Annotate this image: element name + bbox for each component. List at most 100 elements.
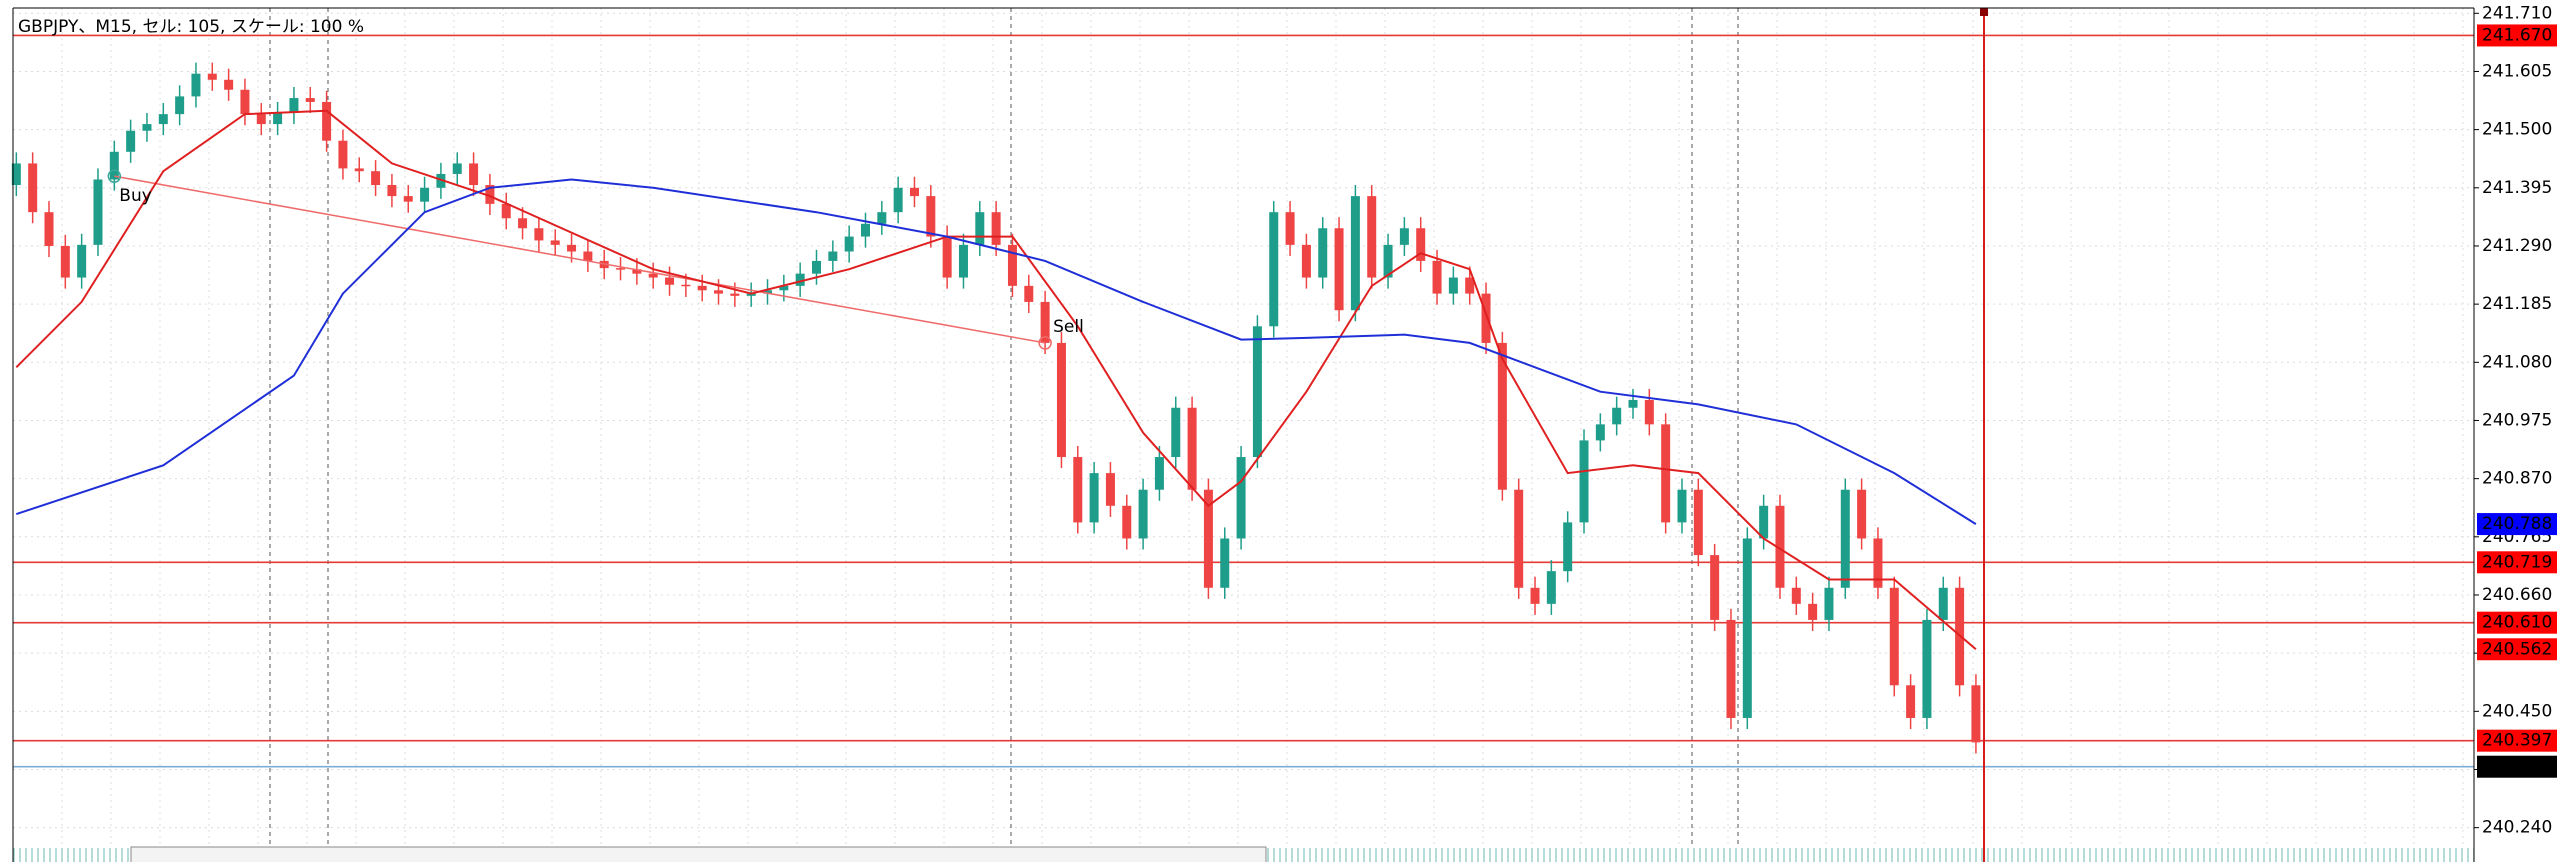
candle-body: [501, 203, 511, 219]
candle-body: [648, 273, 658, 278]
candle-body: [1171, 407, 1181, 458]
candle-body: [403, 196, 413, 202]
candle-body: [1661, 424, 1671, 523]
candle-body: [1269, 212, 1279, 327]
y-tick-label: 240.240: [2482, 818, 2552, 838]
candle-body: [1399, 228, 1409, 245]
moving-average: [15, 109, 1977, 651]
signal-label: Buy: [119, 186, 152, 206]
candle-body: [1481, 293, 1491, 343]
y-tick-label: 240.870: [2482, 469, 2552, 489]
candle-body: [436, 173, 446, 188]
candle-body: [1808, 603, 1818, 620]
level-price-label: 240.610: [2482, 613, 2552, 633]
candle-body: [387, 185, 397, 197]
candle-body: [420, 187, 430, 202]
level-price-label-box: [2477, 611, 2557, 634]
candle-body: [354, 168, 364, 172]
candle-body: [1187, 407, 1197, 490]
signal-label: Sell: [1053, 317, 1084, 337]
candle-body: [1252, 326, 1262, 458]
candle-body: [534, 228, 544, 241]
candle-body: [1514, 489, 1524, 588]
candle-body: [567, 244, 577, 252]
candle-body: [1285, 212, 1295, 245]
session-lines: [269, 8, 1739, 848]
candle-body: [224, 79, 234, 90]
level-price-label-box: [2477, 551, 2557, 574]
candle-body: [1628, 399, 1638, 408]
candle-body: [1824, 587, 1834, 620]
trend-line: [114, 175, 1046, 344]
candle-body: [1677, 489, 1687, 523]
candle-body: [942, 236, 952, 278]
candle-body: [958, 244, 968, 278]
candle-body: [1220, 538, 1230, 588]
candle-body: [1644, 399, 1654, 425]
candle-body: [1367, 196, 1377, 278]
signal-marker: [107, 169, 122, 183]
candle-body: [11, 163, 21, 186]
candle-body: [1710, 555, 1720, 620]
grid-layer: [13, 8, 2474, 848]
level-price-label: 240.719: [2482, 552, 2552, 572]
candle-body: [60, 245, 70, 278]
candle-body: [240, 89, 250, 115]
candle-body: [616, 268, 626, 270]
candle-body: [1726, 619, 1736, 718]
candle-body: [1693, 489, 1703, 556]
candle-body: [142, 124, 152, 131]
signal-marker: [1038, 336, 1052, 350]
candle-body: [1350, 196, 1360, 311]
candle-body: [109, 151, 119, 180]
candle-body: [1873, 538, 1883, 588]
candle-body: [1432, 260, 1442, 294]
ma-price-label: 240.562: [2482, 639, 2552, 659]
chart-title: GBPJPY、M15, セル: 105, スケール: 100 %: [18, 17, 364, 37]
candle-body: [485, 185, 495, 204]
candle-body: [1089, 473, 1099, 523]
candle-body: [632, 269, 642, 274]
level-price-label-box: [2477, 729, 2557, 752]
candle-body: [1040, 301, 1050, 343]
ma-price-label-box: [2477, 638, 2557, 661]
candle-body: [322, 101, 332, 141]
scrollbar[interactable]: [130, 846, 1267, 862]
candle-body: [289, 98, 299, 114]
candle-body: [763, 290, 773, 294]
candle-body: [1073, 457, 1083, 523]
candle-body: [812, 260, 821, 274]
candle-body: [469, 163, 479, 186]
candle-body: [681, 284, 691, 287]
candle-body: [1759, 505, 1769, 539]
candle-body: [909, 187, 919, 197]
candle-body: [714, 290, 724, 294]
candle-body: [305, 98, 315, 102]
candle-body: [1105, 473, 1115, 506]
candle-body: [1579, 440, 1589, 523]
y-tick-label: 241.605: [2482, 61, 2552, 81]
candle-body: [1857, 489, 1867, 539]
candle-body: [273, 113, 283, 125]
y-tick-label: 241.290: [2482, 236, 2552, 256]
level-price-label: 240.397: [2482, 731, 2552, 751]
candle-body: [1465, 277, 1475, 294]
y-tick-label: 241.500: [2482, 120, 2552, 140]
candle-body: [1056, 342, 1066, 458]
candle-body: [1742, 538, 1752, 718]
candle-body: [77, 244, 87, 278]
candle-body: [665, 277, 675, 285]
candle-body: [1383, 244, 1393, 278]
candle-body: [256, 114, 266, 125]
candle-body: [1318, 228, 1328, 278]
candle-body: [1416, 228, 1426, 261]
candle-body: [191, 73, 201, 97]
candle-body: [1938, 587, 1948, 620]
current-bar-marker: [1980, 8, 1988, 16]
level-price-label: 240.350: [2482, 757, 2552, 777]
candle-body: [828, 251, 838, 261]
candle-body: [1203, 489, 1213, 588]
